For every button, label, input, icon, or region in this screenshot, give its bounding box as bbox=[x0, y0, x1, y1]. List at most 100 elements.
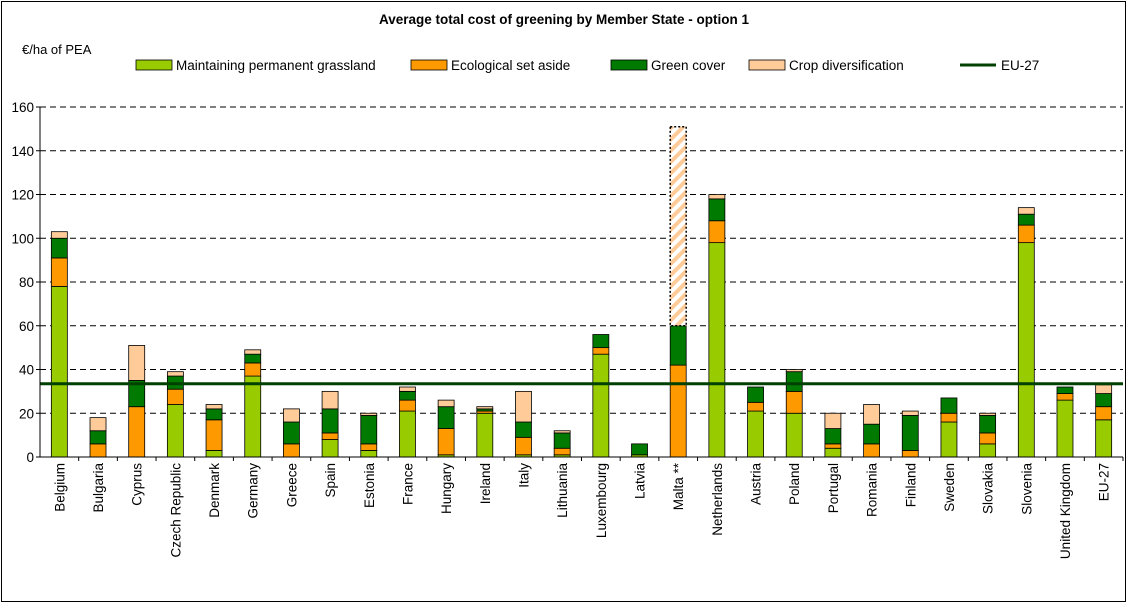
legend-swatch-4 bbox=[748, 59, 786, 71]
bar-segment-4 bbox=[205, 404, 223, 410]
bar-segment-1 bbox=[244, 375, 262, 458]
bar-segment-2 bbox=[128, 406, 146, 458]
y-tick-label: 100 bbox=[11, 231, 34, 246]
bar-segment-3 bbox=[747, 386, 764, 403]
bar-segment-2 bbox=[901, 450, 919, 458]
x-tick-label: France bbox=[400, 463, 415, 505]
legend-label-2: Ecological set aside bbox=[451, 58, 570, 73]
legend: Maintaining permanent grassland Ecologica… bbox=[135, 58, 1039, 73]
bar-segment-3 bbox=[321, 408, 339, 434]
bar-segment-1 bbox=[785, 412, 803, 458]
x-tick-label: Belgium bbox=[52, 463, 67, 512]
bar-segment-4 bbox=[515, 390, 532, 423]
legend-swatch-3 bbox=[610, 59, 648, 71]
bar-segment-2 bbox=[50, 257, 68, 287]
bar-segment-2 bbox=[747, 401, 764, 412]
bar-segment-3 bbox=[940, 397, 958, 414]
bar-segment-1 bbox=[321, 439, 339, 458]
y-tick-label: 140 bbox=[11, 144, 34, 159]
x-tick-label: Finland bbox=[903, 463, 918, 507]
bar-segment-2 bbox=[785, 390, 803, 414]
y-tick-label: 120 bbox=[11, 188, 34, 203]
legend-label-4: Crop diversification bbox=[789, 58, 904, 73]
bar-segment-3 bbox=[979, 415, 997, 434]
bar-segment-3 bbox=[283, 421, 300, 445]
bar-segment-4 bbox=[863, 404, 880, 425]
bar-segment-2 bbox=[360, 443, 378, 451]
bar-segment-2 bbox=[1095, 406, 1113, 421]
bar-segment-3 bbox=[399, 390, 416, 401]
x-tick-label: Hungary bbox=[439, 463, 454, 514]
bar-segment-3 bbox=[515, 421, 532, 438]
bar-segment-1 bbox=[1095, 419, 1113, 458]
bar-segment-3 bbox=[669, 325, 687, 366]
x-tick-label: Cyprus bbox=[130, 463, 145, 506]
bar-segment-2 bbox=[244, 362, 262, 377]
y-tick-label: 20 bbox=[19, 406, 34, 421]
bar-segment-1 bbox=[166, 404, 184, 458]
bar-segment-2 bbox=[863, 443, 880, 458]
bar-segment-4 bbox=[1017, 207, 1035, 215]
x-tick-label: Ireland bbox=[478, 463, 493, 504]
y-tick-label: 0 bbox=[26, 450, 34, 465]
x-tick-label: Portugal bbox=[826, 463, 841, 513]
bar-segment-1 bbox=[824, 447, 842, 458]
bar-segment-4 bbox=[476, 406, 494, 410]
bar-segment-1 bbox=[399, 410, 416, 458]
bar-segment-2 bbox=[553, 447, 571, 456]
malta-hatched-extension bbox=[669, 125, 687, 327]
y-tick-label: 80 bbox=[19, 275, 34, 290]
bar-segment-2 bbox=[205, 419, 223, 451]
bar-segment-4 bbox=[785, 369, 803, 373]
y-tick-label: 40 bbox=[19, 363, 34, 378]
bar-segment-4 bbox=[399, 386, 416, 392]
x-tick-label: Lithuania bbox=[555, 463, 570, 518]
legend-swatch-1 bbox=[135, 59, 173, 71]
x-tick-label: Malta ** bbox=[671, 462, 686, 510]
bar-segment-2 bbox=[283, 443, 300, 458]
chart-title: Average total cost of greening by Member… bbox=[379, 12, 750, 27]
y-tick-label: 60 bbox=[19, 319, 34, 334]
axes: 0 20 40 60 80 100 120 140 160 Belgium Bulgaria Cypr… bbox=[11, 100, 1124, 559]
x-tick-label: Bulgaria bbox=[91, 463, 106, 513]
bar-segment-3 bbox=[437, 406, 455, 429]
bar-segment-4 bbox=[437, 399, 455, 408]
bar-segment-2 bbox=[515, 436, 532, 456]
bar-segment-3 bbox=[824, 428, 842, 445]
bar-segment-3 bbox=[592, 334, 610, 349]
bar-segment-1 bbox=[708, 242, 726, 458]
bar-segment-4 bbox=[708, 194, 726, 200]
bar-segment-2 bbox=[940, 412, 958, 423]
x-tick-label: EU-27 bbox=[1097, 463, 1112, 501]
bar-segment-3 bbox=[360, 415, 378, 445]
x-tick-label: Czech Republic bbox=[168, 463, 183, 558]
bar-segment-3 bbox=[1095, 393, 1113, 408]
bar-segment-2 bbox=[979, 432, 997, 445]
bar-segment-3 bbox=[244, 353, 262, 364]
bar-segment-1 bbox=[592, 353, 610, 458]
bar-segment-1 bbox=[50, 285, 68, 458]
x-tick-label: United Kingdom bbox=[1058, 463, 1073, 559]
bar-segment-2 bbox=[321, 432, 339, 440]
x-tick-label: Slovenia bbox=[1019, 463, 1034, 515]
x-tick-label: Austria bbox=[749, 463, 764, 506]
y-tick-label: 160 bbox=[11, 100, 34, 115]
bar-segment-3 bbox=[631, 443, 648, 456]
x-tick-label: Luxembourg bbox=[594, 463, 609, 538]
bar-segment-2 bbox=[166, 388, 184, 405]
gridlines bbox=[40, 106, 1123, 414]
x-tick-label: Slovakia bbox=[981, 463, 996, 515]
bar-segment-4 bbox=[283, 408, 300, 423]
bar-segment-4 bbox=[824, 412, 842, 429]
bar-segment-1 bbox=[205, 450, 223, 458]
bar-segment-4 bbox=[553, 430, 571, 434]
bar-segment-2 bbox=[89, 443, 107, 458]
bar-segment-1 bbox=[940, 421, 958, 458]
legend-swatch-2 bbox=[410, 59, 448, 71]
bar-segment-4 bbox=[128, 345, 146, 381]
bar-segment-4 bbox=[360, 412, 378, 416]
bar-segment-3 bbox=[205, 408, 223, 421]
bar-segment-2 bbox=[592, 347, 610, 355]
